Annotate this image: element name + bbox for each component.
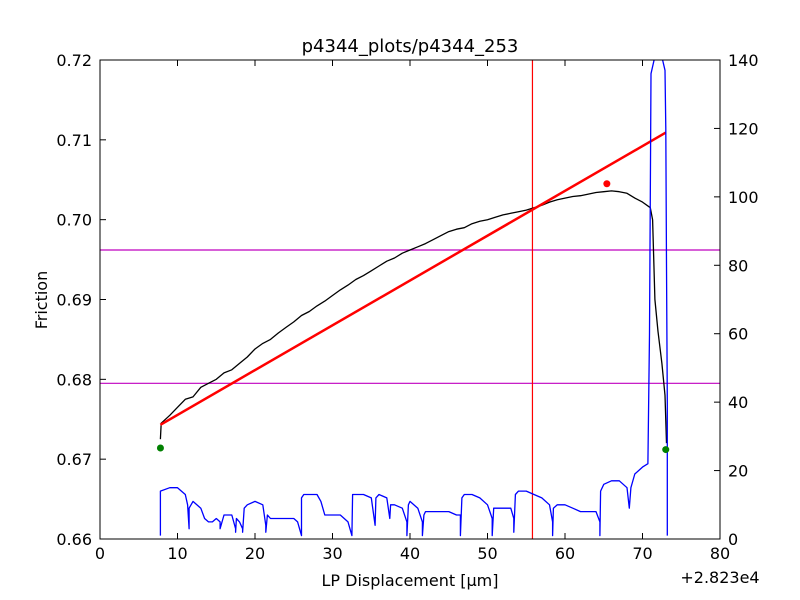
x-tick-label: 60 (555, 544, 575, 563)
y2-tick-label: 120 (728, 119, 759, 138)
y-axis-left: 0.66 0.67 0.68 0.69 0.70 0.71 0.72 (56, 51, 106, 549)
y2-tick-label: 20 (728, 462, 748, 481)
x-tick-label: 40 (400, 544, 420, 563)
x-tick-label: 50 (477, 544, 497, 563)
y2-tick-label: 140 (728, 51, 759, 70)
y-axis-right: 0 20 40 60 80 100 120 140 (714, 51, 759, 549)
x-tick-label: 0 (95, 544, 105, 563)
y2-tick-label: 0 (728, 530, 738, 549)
x-tick-label: 20 (245, 544, 265, 563)
friction-series-line (159, 190, 668, 444)
linear-fit-line (159, 131, 667, 426)
y-tick-label: 0.67 (56, 450, 92, 469)
x-tick-label: 80 (710, 544, 730, 563)
y2-tick-label: 80 (728, 256, 748, 275)
y-axis-label: Friction (32, 271, 51, 330)
start-marker (156, 444, 164, 452)
plot-area (100, 60, 720, 539)
y2-tick-label: 60 (728, 325, 748, 344)
secondary-axis-series-line (159, 60, 668, 537)
y-tick-label: 0.68 (56, 370, 92, 389)
y-tick-label: 0.69 (56, 291, 92, 310)
x-axis: 0 10 20 30 40 50 60 70 80 (95, 60, 730, 563)
y2-tick-label: 100 (728, 188, 759, 207)
x-offset-label: +2.823e4 (680, 568, 759, 587)
y-tick-label: 0.71 (56, 131, 92, 150)
end-marker (662, 446, 670, 454)
x-tick-label: 70 (632, 544, 652, 563)
x-axis-label: LP Displacement [μm] (322, 571, 499, 590)
y-tick-label: 0.70 (56, 211, 92, 230)
peak-marker (603, 180, 611, 188)
chart-title: p4344_plots/p4344_253 (302, 36, 519, 57)
x-tick-label: 30 (322, 544, 342, 563)
y2-tick-label: 40 (728, 393, 748, 412)
x-tick-label: 10 (167, 544, 187, 563)
y-tick-label: 0.72 (56, 51, 92, 70)
y-tick-label: 0.66 (56, 530, 92, 549)
